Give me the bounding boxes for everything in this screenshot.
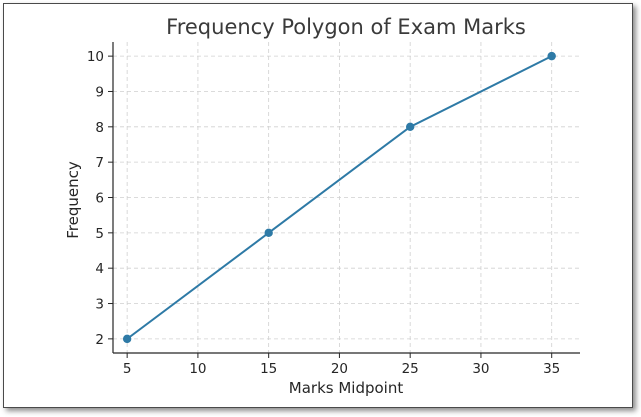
axes	[108, 42, 580, 358]
data-point	[264, 228, 273, 238]
x-tick-label: 5	[123, 361, 132, 377]
x-tick-label: 25	[402, 361, 419, 377]
y-tick-label: 2	[95, 332, 104, 348]
series-line	[126, 55, 553, 340]
data-point	[405, 122, 415, 132]
x-tick-label: 20	[331, 361, 348, 377]
x-tick-label: 15	[260, 361, 277, 377]
y-tick-label: 6	[95, 191, 104, 207]
x-tick-label: 35	[543, 361, 560, 377]
data-point	[122, 334, 132, 344]
y-tick-label: 10	[87, 49, 104, 65]
data-point	[547, 51, 556, 61]
y-tick-label: 7	[95, 155, 104, 171]
x-tick-label: 30	[472, 361, 489, 377]
chart-frame	[3, 3, 633, 408]
y-axis-title: Frequency	[64, 161, 82, 239]
chart-title: Frequency Polygon of Exam Marks	[166, 15, 526, 39]
tick-labels: 5 10 15 20 25 30 35 2 3 4 5 6 7 8 9 10	[87, 49, 560, 377]
x-tick-label: 10	[189, 361, 206, 377]
y-tick-label: 9	[95, 84, 104, 100]
x-axis-title: Marks Midpoint	[289, 379, 404, 397]
grid	[113, 42, 580, 353]
y-tick-label: 8	[95, 120, 104, 136]
y-tick-label: 3	[95, 297, 104, 313]
series	[122, 51, 556, 344]
y-tick-label: 5	[95, 226, 104, 242]
y-tick-label: 4	[95, 261, 104, 277]
